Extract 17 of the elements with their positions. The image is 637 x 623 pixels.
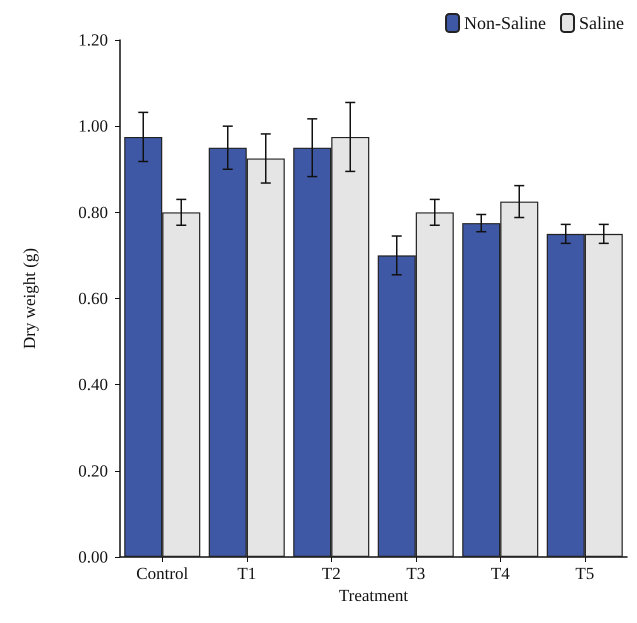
x-tick-label: T3 — [406, 564, 426, 583]
y-tick-label: 0.20 — [78, 461, 108, 480]
x-axis-title: Treatment — [338, 586, 408, 605]
y-tick-label: 1.20 — [78, 30, 108, 50]
y-tick-label: 0.00 — [78, 548, 108, 566]
x-tick-label: T2 — [322, 564, 341, 583]
y-tick-label: 0.60 — [78, 289, 108, 308]
y-tick-label: 1.00 — [78, 116, 108, 136]
y-tick-label: 0.40 — [78, 375, 108, 394]
legend-label: Saline — [579, 13, 624, 33]
x-tick-label: Control — [136, 564, 188, 583]
y-axis-title: Dry weight (g) — [20, 248, 39, 350]
legend-label: Non-Saline — [464, 13, 546, 33]
x-tick-label: T1 — [237, 564, 256, 583]
x-tick-label: T4 — [490, 564, 510, 583]
y-tick-label: 0.80 — [78, 202, 108, 222]
x-tick-label: T5 — [575, 564, 594, 583]
